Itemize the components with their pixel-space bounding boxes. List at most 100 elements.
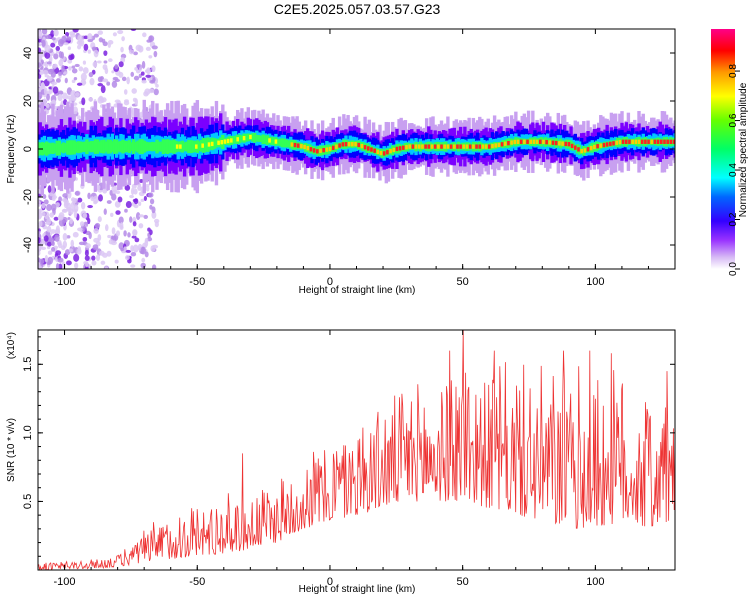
heat-cell xyxy=(71,68,78,74)
heat-cell xyxy=(38,31,43,40)
heat-cell xyxy=(77,44,82,50)
heat-cell xyxy=(140,262,146,269)
heat-cell xyxy=(130,29,137,32)
snr-xtick-label: -50 xyxy=(189,576,205,588)
heat-cell xyxy=(64,249,71,256)
heat-cell xyxy=(70,239,75,248)
heat-cell xyxy=(272,137,276,146)
heat-cell xyxy=(640,139,644,144)
heat-cell xyxy=(62,208,67,213)
heat-cell xyxy=(398,146,402,151)
heat-cell xyxy=(55,78,61,83)
heat-cell xyxy=(106,200,112,204)
heat-cell xyxy=(548,140,552,145)
heat-cell xyxy=(106,81,111,86)
heat-cell xyxy=(246,133,251,142)
heat-cell xyxy=(433,144,437,149)
heat-cell xyxy=(263,135,267,144)
heat-cell xyxy=(62,92,68,100)
heat-cell xyxy=(64,143,68,153)
heat-cell xyxy=(187,140,191,154)
heat-cell xyxy=(74,63,80,68)
heat-cell xyxy=(47,250,53,255)
heat-cell xyxy=(103,60,108,64)
heat-cell xyxy=(437,144,440,149)
heat-cell xyxy=(306,145,310,151)
heat-cell xyxy=(93,139,98,154)
heat-cell xyxy=(87,39,94,43)
heat-cell xyxy=(71,79,76,84)
heat-cell xyxy=(175,144,179,149)
heat-cell xyxy=(230,138,233,143)
heat-cell xyxy=(414,144,418,149)
heat-cell xyxy=(189,140,193,154)
heat-cell xyxy=(500,142,504,147)
heat-cell xyxy=(108,58,113,62)
heat-cell xyxy=(138,73,142,79)
colorbar-tick-label: 0.2 xyxy=(728,212,739,226)
colorbar: 0.0 0.2 0.4 0.6 0.8 Normalized spectral ampl… xyxy=(711,29,749,276)
heat-cell xyxy=(459,144,462,149)
heat-cell xyxy=(114,78,121,82)
heat-cell xyxy=(63,42,69,46)
heat-cell xyxy=(647,139,650,144)
heat-cell xyxy=(87,204,94,209)
heat-cell xyxy=(242,135,246,141)
heat-cell xyxy=(72,140,76,155)
heat-cell xyxy=(76,141,81,154)
snr-ytick-label: 0.5 xyxy=(22,494,34,509)
heat-cell xyxy=(446,144,450,149)
heat-cell xyxy=(77,227,83,232)
heat-cell xyxy=(226,138,230,144)
heat-cell xyxy=(102,139,106,154)
heat-cell xyxy=(111,80,118,88)
heat-cell xyxy=(558,141,561,146)
heat-cell xyxy=(644,139,647,144)
heat-cell xyxy=(112,139,117,154)
heat-cell xyxy=(475,144,478,149)
heat-cell xyxy=(589,145,593,151)
heat-cell xyxy=(338,143,341,148)
heat-cell xyxy=(45,103,50,109)
heat-cell xyxy=(87,141,91,152)
heat-cell xyxy=(107,42,111,48)
heat-cell xyxy=(132,97,137,102)
heat-cell xyxy=(55,263,60,269)
heat-cell xyxy=(51,37,56,41)
spectrogram-ytick-label: 0 xyxy=(22,146,34,152)
heat-cell xyxy=(104,266,109,269)
heat-cell xyxy=(58,263,63,269)
heat-cell xyxy=(51,196,56,201)
heat-cell xyxy=(265,135,270,145)
heat-cell xyxy=(561,141,564,146)
heat-cell xyxy=(46,218,52,226)
heat-cell xyxy=(125,200,132,209)
heat-cell xyxy=(82,60,87,65)
heat-cell xyxy=(194,144,198,149)
heat-cell xyxy=(631,139,634,144)
heat-cell xyxy=(57,257,64,263)
heat-cell xyxy=(130,71,135,77)
heat-cell xyxy=(104,141,108,152)
heat-cell xyxy=(137,201,142,206)
heat-cell xyxy=(212,138,217,149)
heat-cell xyxy=(139,179,144,183)
heat-cell xyxy=(62,232,68,241)
heat-cell xyxy=(143,214,149,219)
heat-cell xyxy=(51,247,56,252)
heat-cell xyxy=(67,46,71,51)
heat-cell xyxy=(118,216,124,224)
spectrogram-xtick-label: 50 xyxy=(457,276,469,288)
heat-cell xyxy=(491,143,494,149)
heat-cell xyxy=(666,139,669,144)
heat-cell xyxy=(672,139,675,144)
colorbar-tick-label: 0.6 xyxy=(728,113,739,127)
heat-cell xyxy=(149,204,153,210)
heat-cell xyxy=(102,78,109,83)
heat-cell xyxy=(82,80,87,85)
heat-cell xyxy=(551,140,555,145)
heat-cell xyxy=(93,227,99,234)
heat-cell xyxy=(42,70,49,75)
heat-cell xyxy=(68,140,72,155)
colorbar-ticks: 0.0 0.2 0.4 0.6 0.8 xyxy=(728,64,740,276)
